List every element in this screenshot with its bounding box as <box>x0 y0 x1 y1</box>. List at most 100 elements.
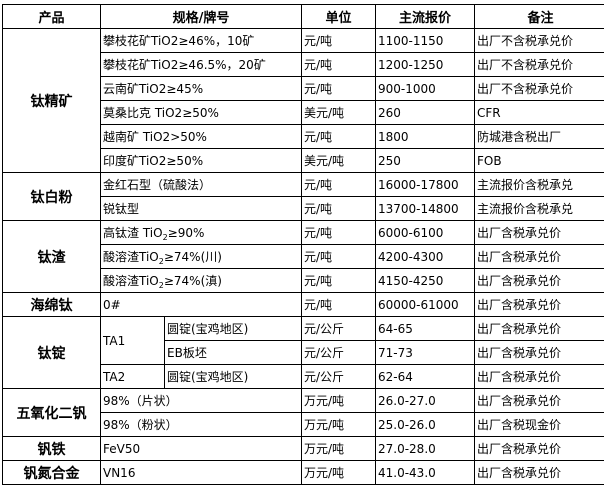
table-row: 钒氮合金 VN16 万元/吨 41.0-43.0 出厂含税承兑价 <box>2 460 604 485</box>
unit-cell: 元/公斤 <box>301 364 376 389</box>
unit-cell: 元/吨 <box>301 268 376 293</box>
spec-cell: 圆锭(宝鸡地区) <box>164 364 302 389</box>
table-row: 钛白粉 金红石型（硫酸法） 元/吨 16000-17800 主流报价含税承兑 <box>2 172 604 221</box>
unit-cell: 元/吨 <box>301 172 376 197</box>
note-cell: 出厂含税承兑价 <box>474 388 604 413</box>
unit-cell: 元/公斤 <box>301 340 376 365</box>
price-cell: 41.0-43.0 <box>375 460 475 485</box>
spec-cell: 越南矿 TiO2>50% <box>100 124 302 149</box>
note-cell: 出厂含税承兑价 <box>474 292 604 317</box>
unit-cell: 元/吨 <box>301 76 376 101</box>
price-cell: 900-1000 <box>375 76 475 101</box>
price-cell: 4150-4250 <box>375 268 475 293</box>
note-cell: 出厂含税承兑价 <box>474 460 604 485</box>
note-cell: 主流报价含税承兑 <box>474 196 604 221</box>
note-cell: 出厂含税承兑价 <box>474 268 604 293</box>
price-cell: 16000-17800 <box>375 172 475 197</box>
spec-cell: 云南矿TiO2≥45% <box>100 76 302 101</box>
price-cell: 27.0-28.0 <box>375 436 475 461</box>
unit-cell: 元/吨 <box>301 220 376 245</box>
unit-cell: 万元/吨 <box>301 412 376 437</box>
table-row: 酸溶渣TiO2≥74%(滇) 元/吨 4150-4250 出厂含税承兑价 <box>3 268 604 293</box>
price-cell: 13700-14800 <box>375 196 475 221</box>
unit-cell: 元/吨 <box>301 28 376 53</box>
note-cell: 出厂不含税承兑价 <box>474 76 604 101</box>
unit-cell: 万元/吨 <box>301 388 376 413</box>
table-row: TA2 圆锭(宝鸡地区) 元/公斤 62-64 出厂含税承兑价 <box>3 364 604 389</box>
note-cell: 出厂含税现金价 <box>474 412 604 437</box>
spec-cell: 攀枝花矿TiO2≥46.5%，20矿 <box>100 52 302 77</box>
spec-cell: VN16 <box>100 460 302 485</box>
spec-pre: 酸溶渣TiO <box>103 249 159 264</box>
table-row: EB板坯 元/公斤 71-73 出厂含税承兑价 <box>3 340 604 365</box>
note-cell: 出厂含税承兑价 <box>474 364 604 389</box>
unit-cell: 万元/吨 <box>301 436 376 461</box>
table-row: 越南矿 TiO2>50% 元/吨 1800 防城港含税出厂 <box>3 124 604 149</box>
header-price: 主流报价 <box>375 4 475 29</box>
spec-cell: 高钛渣 TiO2≥90% <box>100 220 302 245</box>
table-row: 钒铁 FeV50 万元/吨 27.0-28.0 出厂含税承兑价 <box>2 436 604 461</box>
spec-cell: 98%（片状） <box>100 388 302 413</box>
spec-sub: 2 <box>162 232 168 242</box>
spec-cell: 圆锭(宝鸡地区) <box>164 316 302 341</box>
unit-cell: 万元/吨 <box>301 460 376 485</box>
product-category: 五氧化二钒 <box>2 388 101 437</box>
product-category: 钛白粉 <box>2 172 101 221</box>
grade-cell: TA2 <box>100 364 165 389</box>
table-row: 酸溶渣TiO2≥74%(川) 元/吨 4200-4300 出厂含税承兑价 <box>3 244 604 269</box>
note-cell: CFR <box>474 100 604 125</box>
spec-cell: 金红石型（硫酸法） <box>100 172 302 197</box>
product-category: 钒氮合金 <box>2 460 101 485</box>
product-category: 钛锭 <box>2 316 101 389</box>
spec-pre: 高钛渣 TiO <box>103 225 163 240</box>
table-row: 攀枝花矿TiO2≥46.5%，20矿 元/吨 1200-1250 出厂不含税承兑价 <box>3 52 604 77</box>
unit-cell: 元/吨 <box>301 124 376 149</box>
note-cell: 出厂含税承兑价 <box>474 436 604 461</box>
price-cell: 4200-4300 <box>375 244 475 269</box>
spec-cell: 酸溶渣TiO2≥74%(滇) <box>100 268 302 293</box>
grade-cell: TA1 <box>100 316 165 365</box>
spec-cell: 98%（粉状） <box>100 412 302 437</box>
note-cell: 防城港含税出厂 <box>474 124 604 149</box>
table-row: 印度矿TiO2≥50% 美元/吨 250 FOB <box>3 148 604 173</box>
unit-cell: 元/公斤 <box>301 316 376 341</box>
note-cell: 出厂含税承兑价 <box>474 244 604 269</box>
price-cell: 62-64 <box>375 364 475 389</box>
spec-pre: 酸溶渣TiO <box>103 273 159 288</box>
spec-cell: 酸溶渣TiO2≥74%(川) <box>100 244 302 269</box>
price-table: 产品 规格/牌号 单位 主流报价 备注 钛精矿 攀枝花矿TiO2≥46%，10矿元… <box>2 4 604 485</box>
note-cell: 出厂含税承兑价 <box>474 316 604 341</box>
price-cell: 26.0-27.0 <box>375 388 475 413</box>
spec-cell: FeV50 <box>100 436 302 461</box>
spec-cell: 印度矿TiO2≥50% <box>100 148 302 173</box>
product-category: 钛精矿 <box>2 28 101 173</box>
unit-cell: 元/吨 <box>301 292 376 317</box>
header-unit: 单位 <box>301 4 376 29</box>
spec-sub: 2 <box>158 280 164 290</box>
price-cell: 6000-6100 <box>375 220 475 245</box>
spec-cell: 锐钛型 <box>100 196 302 221</box>
note-cell: 出厂含税承兑价 <box>474 220 604 245</box>
price-cell: 64-65 <box>375 316 475 341</box>
spec-cell: 莫桑比克 TiO2≥50% <box>100 100 302 125</box>
unit-cell: 美元/吨 <box>301 148 376 173</box>
note-cell: 出厂不含税承兑价 <box>474 52 604 77</box>
unit-cell: 美元/吨 <box>301 100 376 125</box>
header-row: 产品 规格/牌号 单位 主流报价 备注 <box>2 4 604 29</box>
spec-cell: 0# <box>100 292 302 317</box>
table-row: 海绵钛 0# 元/吨 60000-61000 出厂含税承兑价 <box>2 292 604 317</box>
note-cell: 主流报价含税承兑 <box>474 172 604 197</box>
product-category: 海绵钛 <box>2 292 101 317</box>
table-row: 钛精矿 攀枝花矿TiO2≥46%，10矿 元/吨 1100-1150 出厂不含税承兑价 <box>2 28 604 173</box>
note-cell: FOB <box>474 148 604 173</box>
unit-cell: 元/吨 <box>301 52 376 77</box>
price-cell: 60000-61000 <box>375 292 475 317</box>
header-spec: 规格/牌号 <box>100 4 302 29</box>
spec-post: ≥90% <box>167 225 205 240</box>
table-row: 钛渣 高钛渣 TiO2≥90% 元/吨 6000-6100 出厂含税承兑价 <box>2 220 604 293</box>
price-cell: 1100-1150 <box>375 28 475 53</box>
unit-cell: 元/吨 <box>301 244 376 269</box>
price-cell: 1200-1250 <box>375 52 475 77</box>
price-cell: 71-73 <box>375 340 475 365</box>
spec-cell: 攀枝花矿TiO2≥46%，10矿 <box>100 28 302 53</box>
